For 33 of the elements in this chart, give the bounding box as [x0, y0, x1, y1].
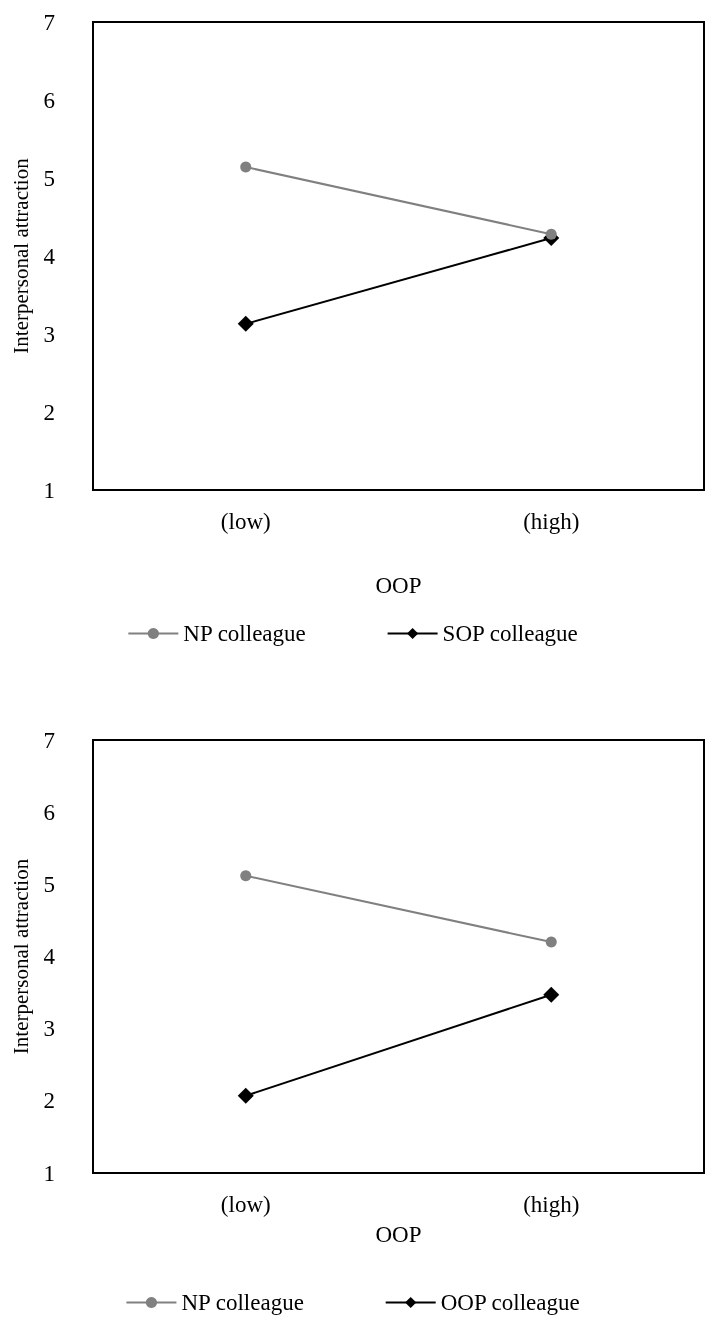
legend-label: NP colleague — [183, 621, 306, 646]
legend-label: NP colleague — [181, 1290, 304, 1315]
point — [545, 936, 557, 948]
y-tick-label: 5 — [43, 871, 55, 897]
point — [240, 161, 252, 173]
x-tick-label: (low) — [220, 509, 271, 534]
point — [237, 1087, 254, 1104]
x-axis-title: OOP — [375, 1222, 422, 1247]
y-tick-label: 6 — [43, 87, 55, 113]
x-axis-title: OOP — [375, 573, 422, 598]
y-tick-label: 5 — [43, 165, 55, 191]
point — [240, 870, 252, 882]
y-tick-label: 4 — [43, 944, 56, 969]
y-tick-label: 3 — [43, 1016, 55, 1042]
y-tick-label: 4 — [43, 243, 56, 269]
y-tick-label: 3 — [43, 321, 55, 347]
y-tick-label: 6 — [43, 799, 55, 825]
point — [545, 228, 557, 240]
x-tick-label: (high) — [523, 509, 580, 534]
y-tick-label: 7 — [43, 727, 55, 753]
y-tick-label: 2 — [43, 399, 55, 425]
x-tick-label: (high) — [523, 1192, 580, 1217]
point — [543, 986, 560, 1003]
y-tick-label: 1 — [43, 477, 55, 503]
y-tick-label: 2 — [43, 1088, 55, 1114]
point — [237, 315, 254, 332]
x-tick-label: (low) — [220, 1192, 271, 1217]
y-tick-label: 1 — [43, 1160, 55, 1186]
y-tick-label: 7 — [43, 9, 55, 35]
y-axis-title: Interpersonal attraction — [8, 858, 33, 1055]
y-axis-title: Interpersonal attraction — [8, 157, 33, 354]
legend-label: OOP colleague — [440, 1290, 580, 1315]
legend-label: SOP colleague — [442, 621, 578, 646]
